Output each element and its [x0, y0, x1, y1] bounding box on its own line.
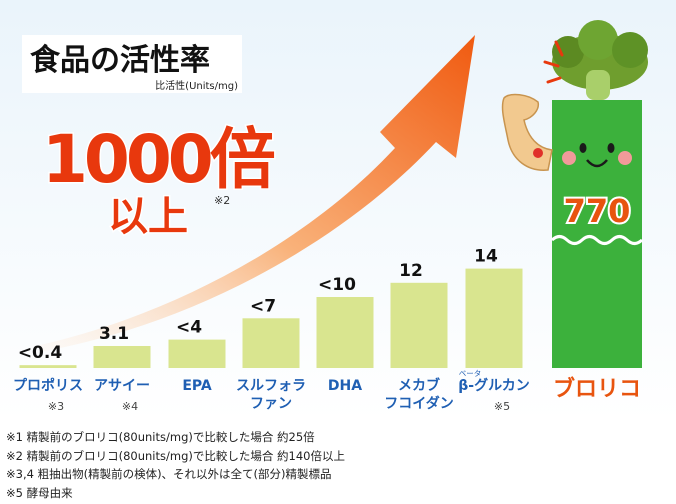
bar-value-label: 14 — [474, 247, 498, 267]
category-label: ブロリコ — [553, 376, 641, 402]
mascot-right-eye — [607, 143, 615, 153]
mascot-left-cheek — [562, 151, 576, 165]
footnote-3: ※3,4 粗抽出物(精製前の検体)、それ以外は全て(部分)精製標品 — [6, 467, 332, 481]
bar-1 — [19, 365, 77, 368]
mascot-character — [501, 20, 648, 171]
mascot-left-eye — [579, 143, 587, 153]
bar-2 — [93, 345, 151, 368]
bar-4 — [242, 318, 300, 368]
bar-value-label: <0.4 — [18, 343, 63, 363]
chart-title: 食品の活性率 — [30, 43, 210, 78]
category-note: ※3 — [48, 400, 64, 413]
highlight-bar — [552, 100, 642, 368]
mascot-mouth — [586, 159, 608, 168]
headline-value: 1000倍 — [42, 121, 275, 198]
title-block: 食品の活性率 比活性(Units/mg) — [22, 35, 242, 93]
category-label: スルフォラ — [236, 378, 306, 394]
bar-value-label: 12 — [399, 261, 423, 281]
headline-line2: 以上 — [108, 194, 188, 240]
category-label: アサイー — [94, 378, 150, 394]
category-label: EPA — [182, 378, 212, 394]
chart-subtitle: 比活性(Units/mg) — [155, 79, 238, 92]
bar-value-label: <10 — [318, 275, 356, 295]
bar-value-label: <4 — [176, 318, 202, 338]
category-label: プロポリス — [13, 377, 83, 394]
mascot-right-cheek — [618, 151, 632, 165]
headline: 1000倍 以上 ※2 — [41, 120, 281, 242]
mascot-sparkle-icon — [543, 40, 564, 84]
footnotes: ※1 精製前のブロリコ(80units/mg)で比較した場合 約25倍 ※2 精… — [6, 428, 671, 502]
highlight-value-label: 770 — [564, 192, 631, 230]
category-label: DHA — [328, 378, 362, 394]
footnote-4: ※5 酵母由来 — [6, 485, 73, 500]
bar-7 — [465, 268, 523, 368]
category-label: フコイダン — [384, 395, 453, 412]
activity-chart: 食品の活性率 比活性(Units/mg) 1000倍 以上 ※2 <0.4 プロポ… — [0, 0, 676, 420]
category-note: ※4 — [122, 400, 138, 413]
footnote-2: ※2 精製前のブロリコ(80units/mg)で比較した場合 約140倍以上 — [6, 448, 345, 463]
broccoli-icon — [552, 20, 648, 100]
bar-value-label: 3.1 — [99, 324, 129, 344]
ruby-annotation: ベータ — [459, 369, 482, 378]
footnote-1: ※1 精製前のブロリコ(80units/mg)で比較した場合 約25倍 — [6, 430, 315, 444]
bar-3 — [168, 339, 226, 368]
highlight-wave — [550, 235, 644, 245]
category-label: ファン — [250, 396, 292, 412]
headline-note: ※2 — [214, 194, 230, 207]
bar-6 — [390, 282, 448, 368]
bar-value-label: <7 — [250, 296, 276, 316]
bar-5 — [316, 297, 374, 368]
category-label: メカブ — [398, 377, 440, 394]
mascot-arm-bruise — [533, 148, 543, 158]
category-label: β-グルカン — [458, 377, 529, 394]
category-note: ※5 — [494, 400, 510, 413]
mascot-face-icon — [562, 143, 632, 168]
